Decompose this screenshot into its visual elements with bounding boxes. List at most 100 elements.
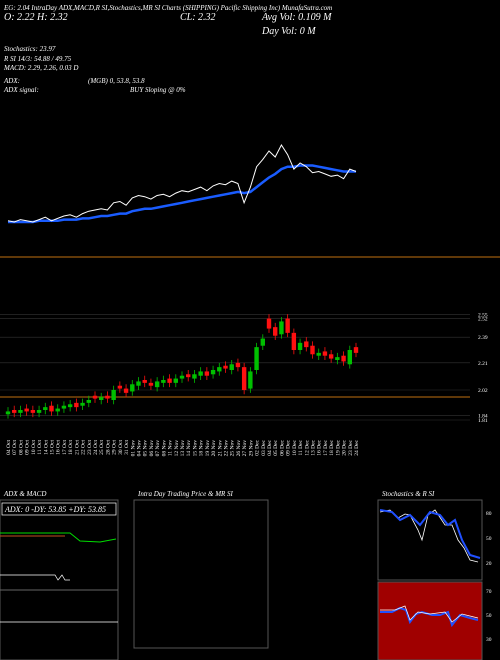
candle-body — [254, 347, 259, 370]
y-tick-label: 1.81 — [478, 418, 488, 424]
candle-body — [61, 405, 67, 409]
x-tick-label: 12 Nov — [174, 440, 180, 457]
x-tick-label: 15 Oct — [50, 440, 56, 455]
x-tick-label: 09 Oct — [25, 440, 31, 455]
candle-body — [285, 318, 290, 333]
header-title: EG: 2.04 IntraDay ADX,MACD,R SI,Stochast… — [3, 4, 332, 12]
ohlc: O: 2.22 H: 2.32 — [4, 12, 68, 23]
candle-body — [92, 395, 98, 399]
candle-body — [142, 380, 147, 383]
candle-body — [210, 370, 216, 375]
stoch-signal — [379, 509, 481, 559]
candle-body — [148, 382, 154, 386]
x-tick-label: 13 Dec — [311, 439, 317, 455]
x-tick-label: 14 Oct — [43, 440, 49, 455]
candle-body — [123, 388, 129, 393]
candle-body — [192, 374, 197, 379]
rsi-tick: 70 — [486, 589, 492, 595]
candle-body — [266, 318, 272, 329]
candle-body — [161, 380, 166, 383]
x-tick-label: 04 Dec — [267, 439, 273, 455]
x-tick-label: 14 Nov — [186, 440, 192, 457]
candle-body — [24, 408, 29, 412]
ma-line — [8, 164, 356, 224]
candle-body — [43, 407, 48, 410]
adx-signal: ADX signal: — [3, 86, 39, 94]
rsi-line — [380, 605, 479, 623]
candle-body — [99, 397, 104, 400]
adx-panel-title: ADX & MACD — [3, 490, 46, 498]
candle-body — [241, 367, 247, 390]
candle-body — [310, 345, 315, 355]
x-tick-label: 26 Nov — [236, 440, 242, 457]
candle-body — [353, 347, 359, 353]
x-tick-label: 09 Dec — [286, 439, 292, 455]
rsi-tick: 50 — [486, 613, 492, 619]
candle-body — [111, 390, 116, 400]
x-tick-label: 18 Oct — [68, 440, 74, 455]
x-tick-label: 20 Nov — [211, 440, 217, 457]
x-tick-label: 05 Dec — [273, 439, 279, 455]
candle-body — [223, 365, 228, 369]
candle-body — [18, 410, 23, 413]
candle-body — [297, 342, 303, 350]
candle-body — [5, 411, 11, 415]
stoch-tick: 80 — [486, 511, 492, 517]
candle-body — [279, 321, 284, 335]
candle-body — [186, 374, 191, 378]
y-tick-label: 2.52 — [478, 317, 488, 323]
x-tick-label: 27 Nov — [242, 440, 248, 457]
candle-body — [136, 381, 141, 386]
candle-body — [130, 384, 135, 392]
adx-box — [1, 502, 117, 516]
x-tick-label: 18 Dec — [329, 439, 335, 455]
candle-body — [74, 402, 79, 408]
macd: MACD: 2.29, 2.26, 0.03 D — [3, 64, 78, 72]
stochastics: Stochastics: 23.97 — [4, 45, 56, 53]
x-tick-label: 07 Oct — [12, 440, 18, 455]
x-tick-label: 23 Oct — [87, 440, 93, 455]
candle-body — [316, 352, 321, 356]
candle-body — [291, 332, 297, 350]
y-tick-label: 2.21 — [478, 361, 488, 367]
x-tick-label: 20 Dec — [342, 439, 348, 455]
x-tick-label: 24 Oct — [93, 440, 99, 455]
y-tick-label: 2.02 — [478, 388, 488, 394]
x-tick-label: 17 Dec — [323, 439, 329, 455]
candle-body — [86, 400, 91, 403]
x-tick-label: 16 Dec — [317, 439, 323, 455]
x-tick-label: 22 Nov — [224, 440, 230, 457]
candle-body — [80, 402, 85, 406]
stoch-panel-title: Stochastics & R SI — [382, 490, 435, 498]
day-vol: Day Vol: 0 M — [261, 26, 316, 37]
price-line — [7, 144, 357, 223]
candle-body — [49, 405, 54, 412]
avg-vol: Avg Vol: 0.109 M — [261, 12, 332, 23]
x-tick-label: 10 Dec — [292, 439, 298, 455]
x-tick-label: 22 Oct — [81, 440, 87, 455]
x-tick-label: 11 Dec — [298, 439, 304, 455]
adx-panel — [0, 499, 119, 660]
x-tick-label: 11 Nov — [168, 440, 174, 456]
candle-body — [322, 351, 328, 356]
candle-body — [154, 381, 160, 388]
x-tick-label: 06 Dec — [279, 439, 285, 455]
x-tick-label: 19 Nov — [205, 440, 211, 457]
candle-body — [36, 410, 42, 413]
candle-body — [12, 410, 17, 413]
mgb: (MGB) 0, 53.8, 53.8 — [88, 77, 145, 85]
x-tick-label: 31 Oct — [124, 440, 130, 455]
candle-body — [341, 355, 346, 362]
x-tick-label: 23 Dec — [348, 439, 354, 455]
candle-body — [304, 341, 309, 348]
x-tick-label: 07 Nov — [155, 440, 161, 457]
candle-body — [67, 404, 73, 408]
candle-body — [105, 395, 110, 399]
x-tick-label: 08 Nov — [161, 440, 167, 457]
x-tick-label: 04 Oct — [6, 440, 12, 455]
x-tick-label: 03 Dec — [261, 439, 267, 455]
signal: BUY Sloping @ 0% — [130, 86, 186, 94]
x-tick-label: 10 Oct — [31, 440, 37, 455]
